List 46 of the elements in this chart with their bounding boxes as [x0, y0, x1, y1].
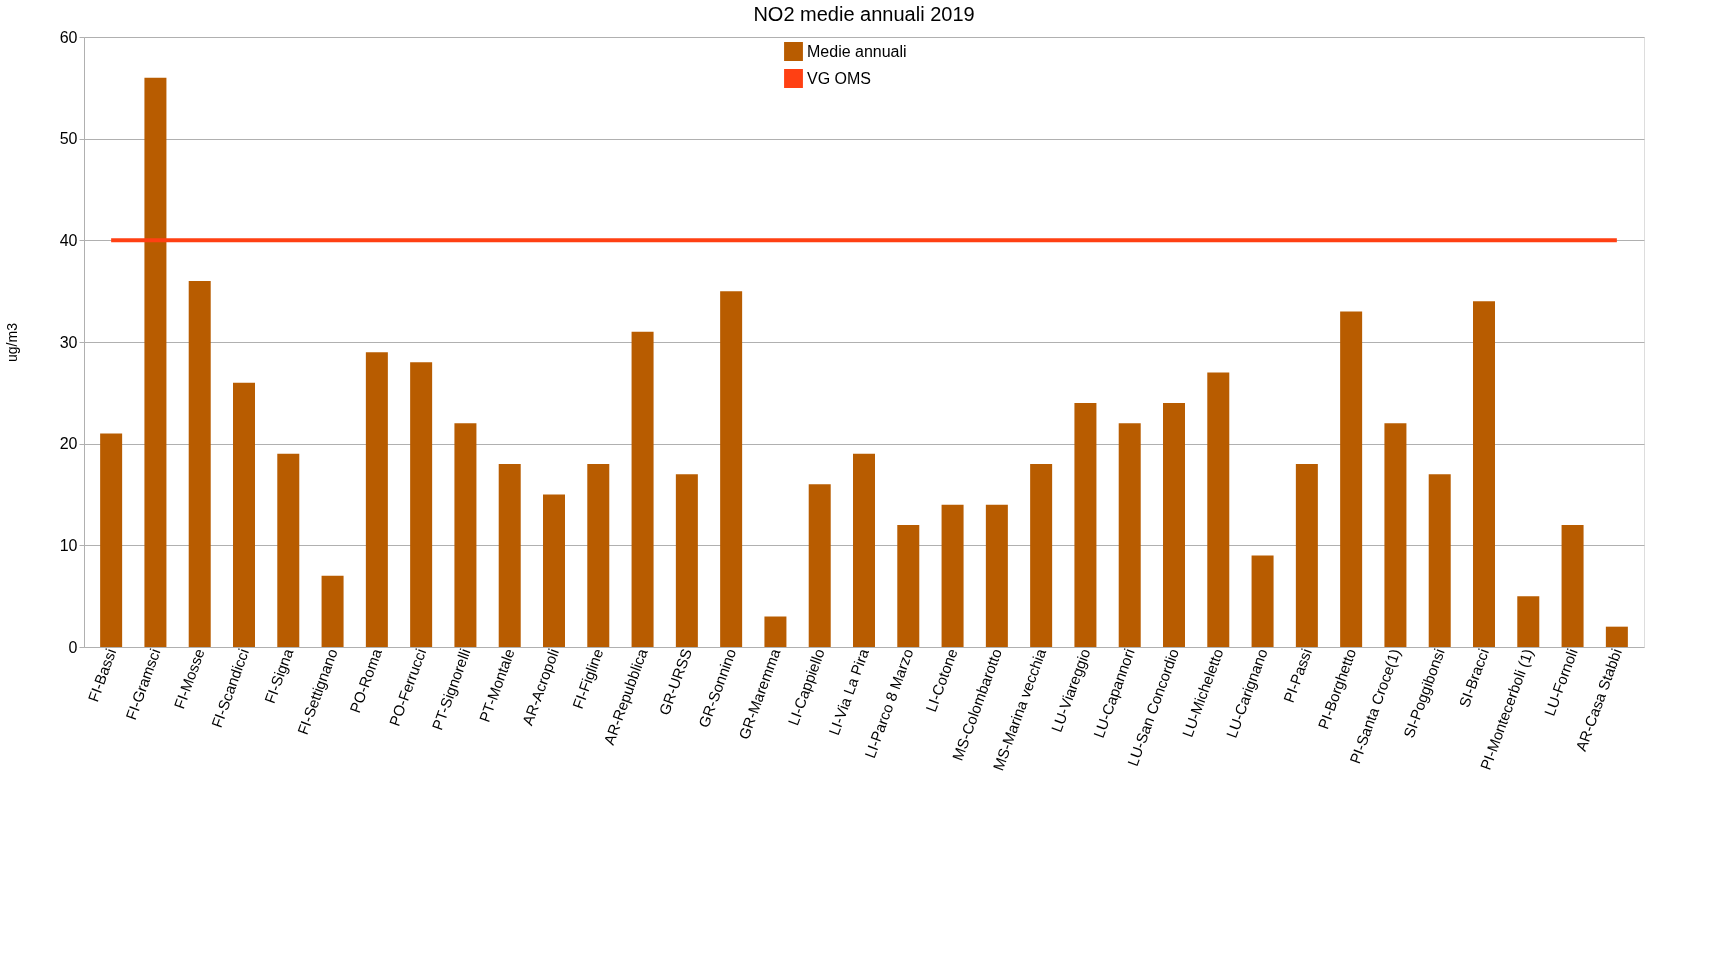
- bar: [543, 494, 565, 647]
- bar: [1605, 626, 1628, 647]
- bar: [1118, 423, 1141, 647]
- bar: [1561, 525, 1584, 647]
- bar: [941, 504, 964, 647]
- bar: [808, 484, 831, 647]
- y-tick-label: 0: [68, 638, 78, 656]
- y-tick-label: 60: [59, 28, 78, 46]
- bar: [1207, 372, 1230, 647]
- bar: [1163, 403, 1185, 647]
- y-tick-label: 20: [59, 435, 78, 453]
- bar: [631, 331, 654, 647]
- bar: [277, 453, 300, 647]
- bar: [720, 291, 743, 647]
- bar: [1030, 464, 1053, 647]
- y-tick-label: 40: [59, 231, 78, 249]
- bar: [1384, 423, 1407, 647]
- bar: [454, 423, 477, 647]
- bar: [100, 433, 123, 647]
- bar: [764, 616, 787, 647]
- bar: [1428, 474, 1451, 647]
- bar: [1074, 403, 1097, 647]
- bar: [1517, 596, 1540, 647]
- y-tick-label: 10: [59, 536, 78, 554]
- y-tick-label: 50: [59, 130, 78, 148]
- y-axis-title: ug/m3: [3, 322, 20, 362]
- chart-title: NO2 medie annuali 2019: [753, 3, 975, 25]
- bar: [1251, 555, 1274, 647]
- bar: [897, 525, 920, 647]
- bar: [365, 352, 388, 647]
- bar: [675, 474, 698, 647]
- bar: [1473, 301, 1495, 647]
- bar: [853, 453, 875, 647]
- bar: [1340, 311, 1363, 647]
- bar: [985, 504, 1008, 647]
- bar: [144, 77, 167, 647]
- bar: [498, 464, 521, 647]
- bar: [587, 464, 610, 647]
- y-tick-label: 30: [59, 333, 78, 351]
- bar: [321, 575, 344, 647]
- bar: [410, 362, 433, 647]
- legend-label: VG OMS: [807, 69, 872, 87]
- bar: [233, 382, 255, 647]
- bar: [188, 281, 211, 647]
- bar: [1295, 464, 1318, 647]
- legend-label: Medie annuali: [807, 42, 907, 60]
